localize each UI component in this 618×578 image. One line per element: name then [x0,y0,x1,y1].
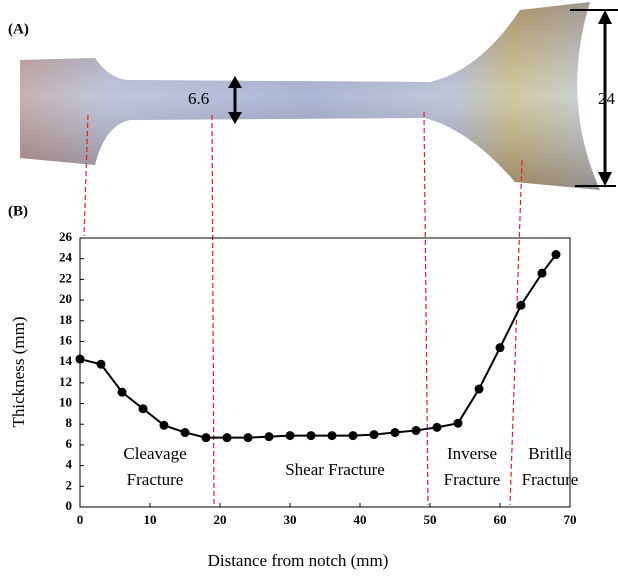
x-tick-label: 50 [424,512,437,527]
x-tick-label: 60 [494,512,507,527]
plot-frame [79,237,571,508]
data-point [159,420,169,430]
data-point [516,300,526,310]
panel-label: (B) [8,203,28,219]
data-point [411,425,421,435]
data-point [96,359,106,369]
x-tick-label: 0 [77,512,84,527]
y-tick-label: 24 [59,250,73,265]
y-tick-label: 8 [66,415,73,430]
height-label: 24 [598,89,616,108]
data-point [306,431,316,441]
data-point [138,404,148,414]
x-tick-label: 20 [214,512,227,527]
annotation: Fracture [522,470,579,489]
data-point [285,431,295,441]
y-tick-label: 2 [66,477,73,492]
data-point [348,431,358,441]
x-tick-label: 10 [144,512,157,527]
dimension-arrows [228,9,618,187]
y-tick-label: 4 [66,457,73,472]
data-point [180,428,190,438]
data-point [551,250,561,260]
y-tick-label: 12 [59,374,72,389]
y-tick-label: 20 [59,291,72,306]
x-tick-label: 40 [354,512,367,527]
x-tick-label: 70 [564,512,577,527]
data-point [201,433,211,443]
y-axis-title: Thickness (mm) [9,317,28,428]
x-tick-label: 30 [284,512,297,527]
annotation: Britlle [528,444,571,463]
data-point [474,384,484,394]
data-point [495,343,505,353]
annotation: Cleavage [123,444,186,463]
x-axis-title: Distance from notch (mm) [208,551,389,570]
y-tick-label: 10 [59,395,72,410]
y-tick-label: 0 [66,498,73,513]
data-point [453,418,463,428]
data-point [117,387,127,397]
specimen-photo [20,2,600,190]
data-point [432,422,442,432]
data-point [537,268,547,278]
annotation: Inverse [447,444,497,463]
data-point [243,433,253,443]
y-tick-label: 16 [59,332,73,347]
annotation: Fracture [444,470,501,489]
panel-label: (A) [8,21,29,37]
annotation: Shear Fracture [285,460,385,479]
data-line [79,253,557,439]
annotation: Fracture [127,470,184,489]
zone-connectors [83,111,523,506]
data-point [390,428,400,438]
y-tick-label: 14 [59,353,73,368]
y-tick-label: 6 [66,436,73,451]
width-label: 6.6 [188,89,209,108]
y-tick-label: 18 [59,312,73,327]
y-tick-label: 26 [59,229,73,244]
data-point [327,431,337,441]
data-point [369,430,379,440]
y-tick-label: 22 [59,270,72,285]
data-point [75,354,85,364]
data-point [222,433,232,443]
data-point [264,432,274,442]
